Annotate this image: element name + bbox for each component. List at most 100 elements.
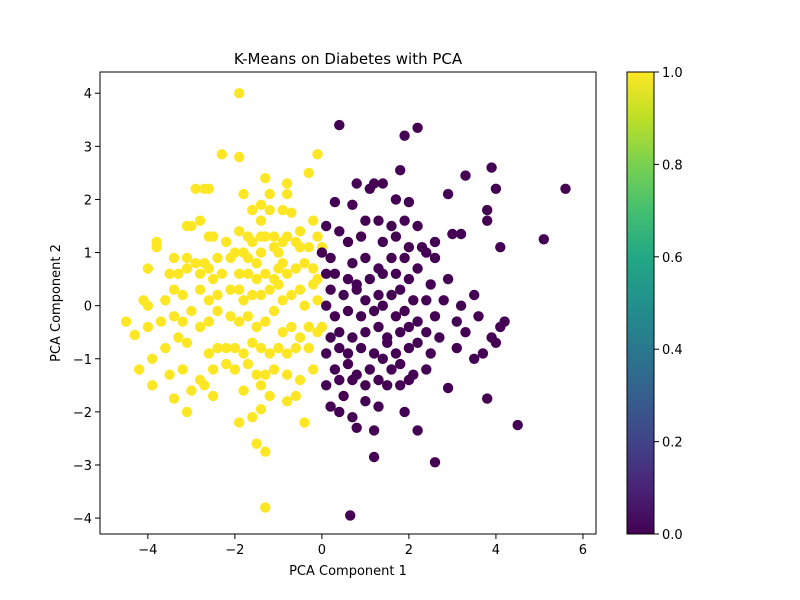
data-point-c0-56 xyxy=(442,273,454,285)
data-point-c1-99 xyxy=(142,321,154,333)
data-point-c0-64 xyxy=(408,295,419,306)
data-point-c1-153 xyxy=(238,385,249,396)
data-point-c0-51 xyxy=(364,273,375,285)
data-point-c1-86 xyxy=(247,289,258,301)
colorbar-tick-label: 0.6 xyxy=(662,251,683,266)
data-point-c0-76 xyxy=(399,305,410,317)
data-point-c0-122 xyxy=(373,374,384,386)
data-point-c0-66 xyxy=(438,295,449,306)
data-point-c1-162 xyxy=(299,417,310,428)
data-point-c1-43 xyxy=(151,242,162,253)
data-point-c0-100 xyxy=(382,337,393,348)
y-axis-title: PCA Component 2 xyxy=(49,244,64,362)
data-point-c1-105 xyxy=(203,316,214,327)
data-point-c0-67 xyxy=(455,300,467,311)
x-axis: −4 −2 0 2 4 6 xyxy=(138,534,587,558)
data-point-c1-69 xyxy=(234,268,245,279)
data-point-c0-59 xyxy=(351,284,362,295)
data-point-c1-157 xyxy=(290,390,301,402)
data-point-c0-52 xyxy=(377,268,388,279)
y-tick-label: −4 xyxy=(73,512,92,527)
data-point-c1-72 xyxy=(260,268,271,279)
data-point-c0-10 xyxy=(351,178,362,189)
data-point-c1-155 xyxy=(264,390,275,402)
data-point-c1-139 xyxy=(207,364,219,375)
data-point-c1-84 xyxy=(234,284,245,295)
data-point-c1-12 xyxy=(281,188,293,200)
data-point-c0-139 xyxy=(368,451,380,463)
data-point-c0-22 xyxy=(412,220,423,232)
data-point-c0-60 xyxy=(360,295,371,306)
data-point-c1-29 xyxy=(247,204,258,216)
y-axis: −4 −3 −2 −1 0 1 2 3 4 xyxy=(73,87,100,527)
data-point-c1-148 xyxy=(308,364,319,375)
data-point-c0-7 xyxy=(460,170,471,181)
data-point-c0-48 xyxy=(329,268,341,279)
data-point-c1-147 xyxy=(294,374,306,386)
data-point-c1-144 xyxy=(260,369,271,380)
data-point-c1-45 xyxy=(181,252,193,264)
data-point-c1-18 xyxy=(221,236,232,248)
data-point-c0-119 xyxy=(334,374,345,386)
data-point-c0-55 xyxy=(425,279,436,290)
data-point-c1-113 xyxy=(277,327,288,338)
data-point-c0-123 xyxy=(382,380,393,391)
data-point-c1-108 xyxy=(234,316,245,327)
data-point-c1-126 xyxy=(229,342,241,354)
data-point-c0-92 xyxy=(434,332,445,343)
data-point-c1-74 xyxy=(273,263,284,274)
data-point-c0-109 xyxy=(342,358,354,370)
data-point-c0-29 xyxy=(390,231,402,242)
data-point-c1-68 xyxy=(216,268,227,279)
data-point-c1-19 xyxy=(234,226,245,237)
data-point-c1-149 xyxy=(168,393,180,404)
data-point-c1-116 xyxy=(303,321,314,333)
data-point-c0-126 xyxy=(442,382,454,394)
colorbar-tick-label: 0.2 xyxy=(662,436,683,451)
data-point-c0-84 xyxy=(334,327,345,338)
data-point-c1-58 xyxy=(299,258,310,269)
data-point-c1-124 xyxy=(212,342,223,354)
data-point-c0-53 xyxy=(390,268,402,279)
data-point-c1-67 xyxy=(207,273,219,285)
data-point-c1-133 xyxy=(290,342,301,354)
data-point-c0-113 xyxy=(386,364,397,375)
data-point-c0-0 xyxy=(334,119,345,131)
data-point-c1-146 xyxy=(281,369,293,380)
data-point-c0-85 xyxy=(347,332,358,343)
data-point-c0-54 xyxy=(403,273,415,285)
data-point-c1-50 xyxy=(229,247,241,258)
data-point-c1-10 xyxy=(303,167,314,179)
data-point-c1-35 xyxy=(312,231,323,242)
data-point-c0-1 xyxy=(412,122,423,133)
data-point-c1-1 xyxy=(190,183,201,194)
data-point-c1-23 xyxy=(260,231,271,242)
data-point-c1-121 xyxy=(173,332,184,343)
data-point-c1-115 xyxy=(294,332,306,343)
data-point-c1-106 xyxy=(212,305,223,317)
data-point-c0-5 xyxy=(395,165,406,176)
data-point-c1-80 xyxy=(194,284,206,295)
x-tick-label: −2 xyxy=(225,543,244,558)
data-point-c1-165 xyxy=(260,502,271,513)
data-point-c0-69 xyxy=(321,300,332,311)
data-point-c0-136 xyxy=(368,425,380,436)
data-point-c1-24 xyxy=(268,231,280,242)
data-point-c0-14 xyxy=(442,188,454,200)
data-point-c0-75 xyxy=(390,311,402,322)
data-point-c1-161 xyxy=(255,404,267,415)
data-point-c1-127 xyxy=(238,348,249,359)
data-point-c1-59 xyxy=(308,263,319,274)
data-point-c0-13 xyxy=(390,194,402,205)
data-point-c1-21 xyxy=(247,236,258,248)
data-point-c0-42 xyxy=(386,252,397,264)
data-point-c0-9 xyxy=(560,183,571,194)
points-layer xyxy=(120,88,571,521)
data-point-c1-85 xyxy=(238,295,249,306)
data-point-c0-8 xyxy=(490,183,502,194)
data-point-c1-101 xyxy=(168,311,180,322)
data-point-c0-58 xyxy=(338,289,349,301)
data-point-c0-99 xyxy=(368,348,380,359)
data-point-c0-107 xyxy=(490,337,502,348)
